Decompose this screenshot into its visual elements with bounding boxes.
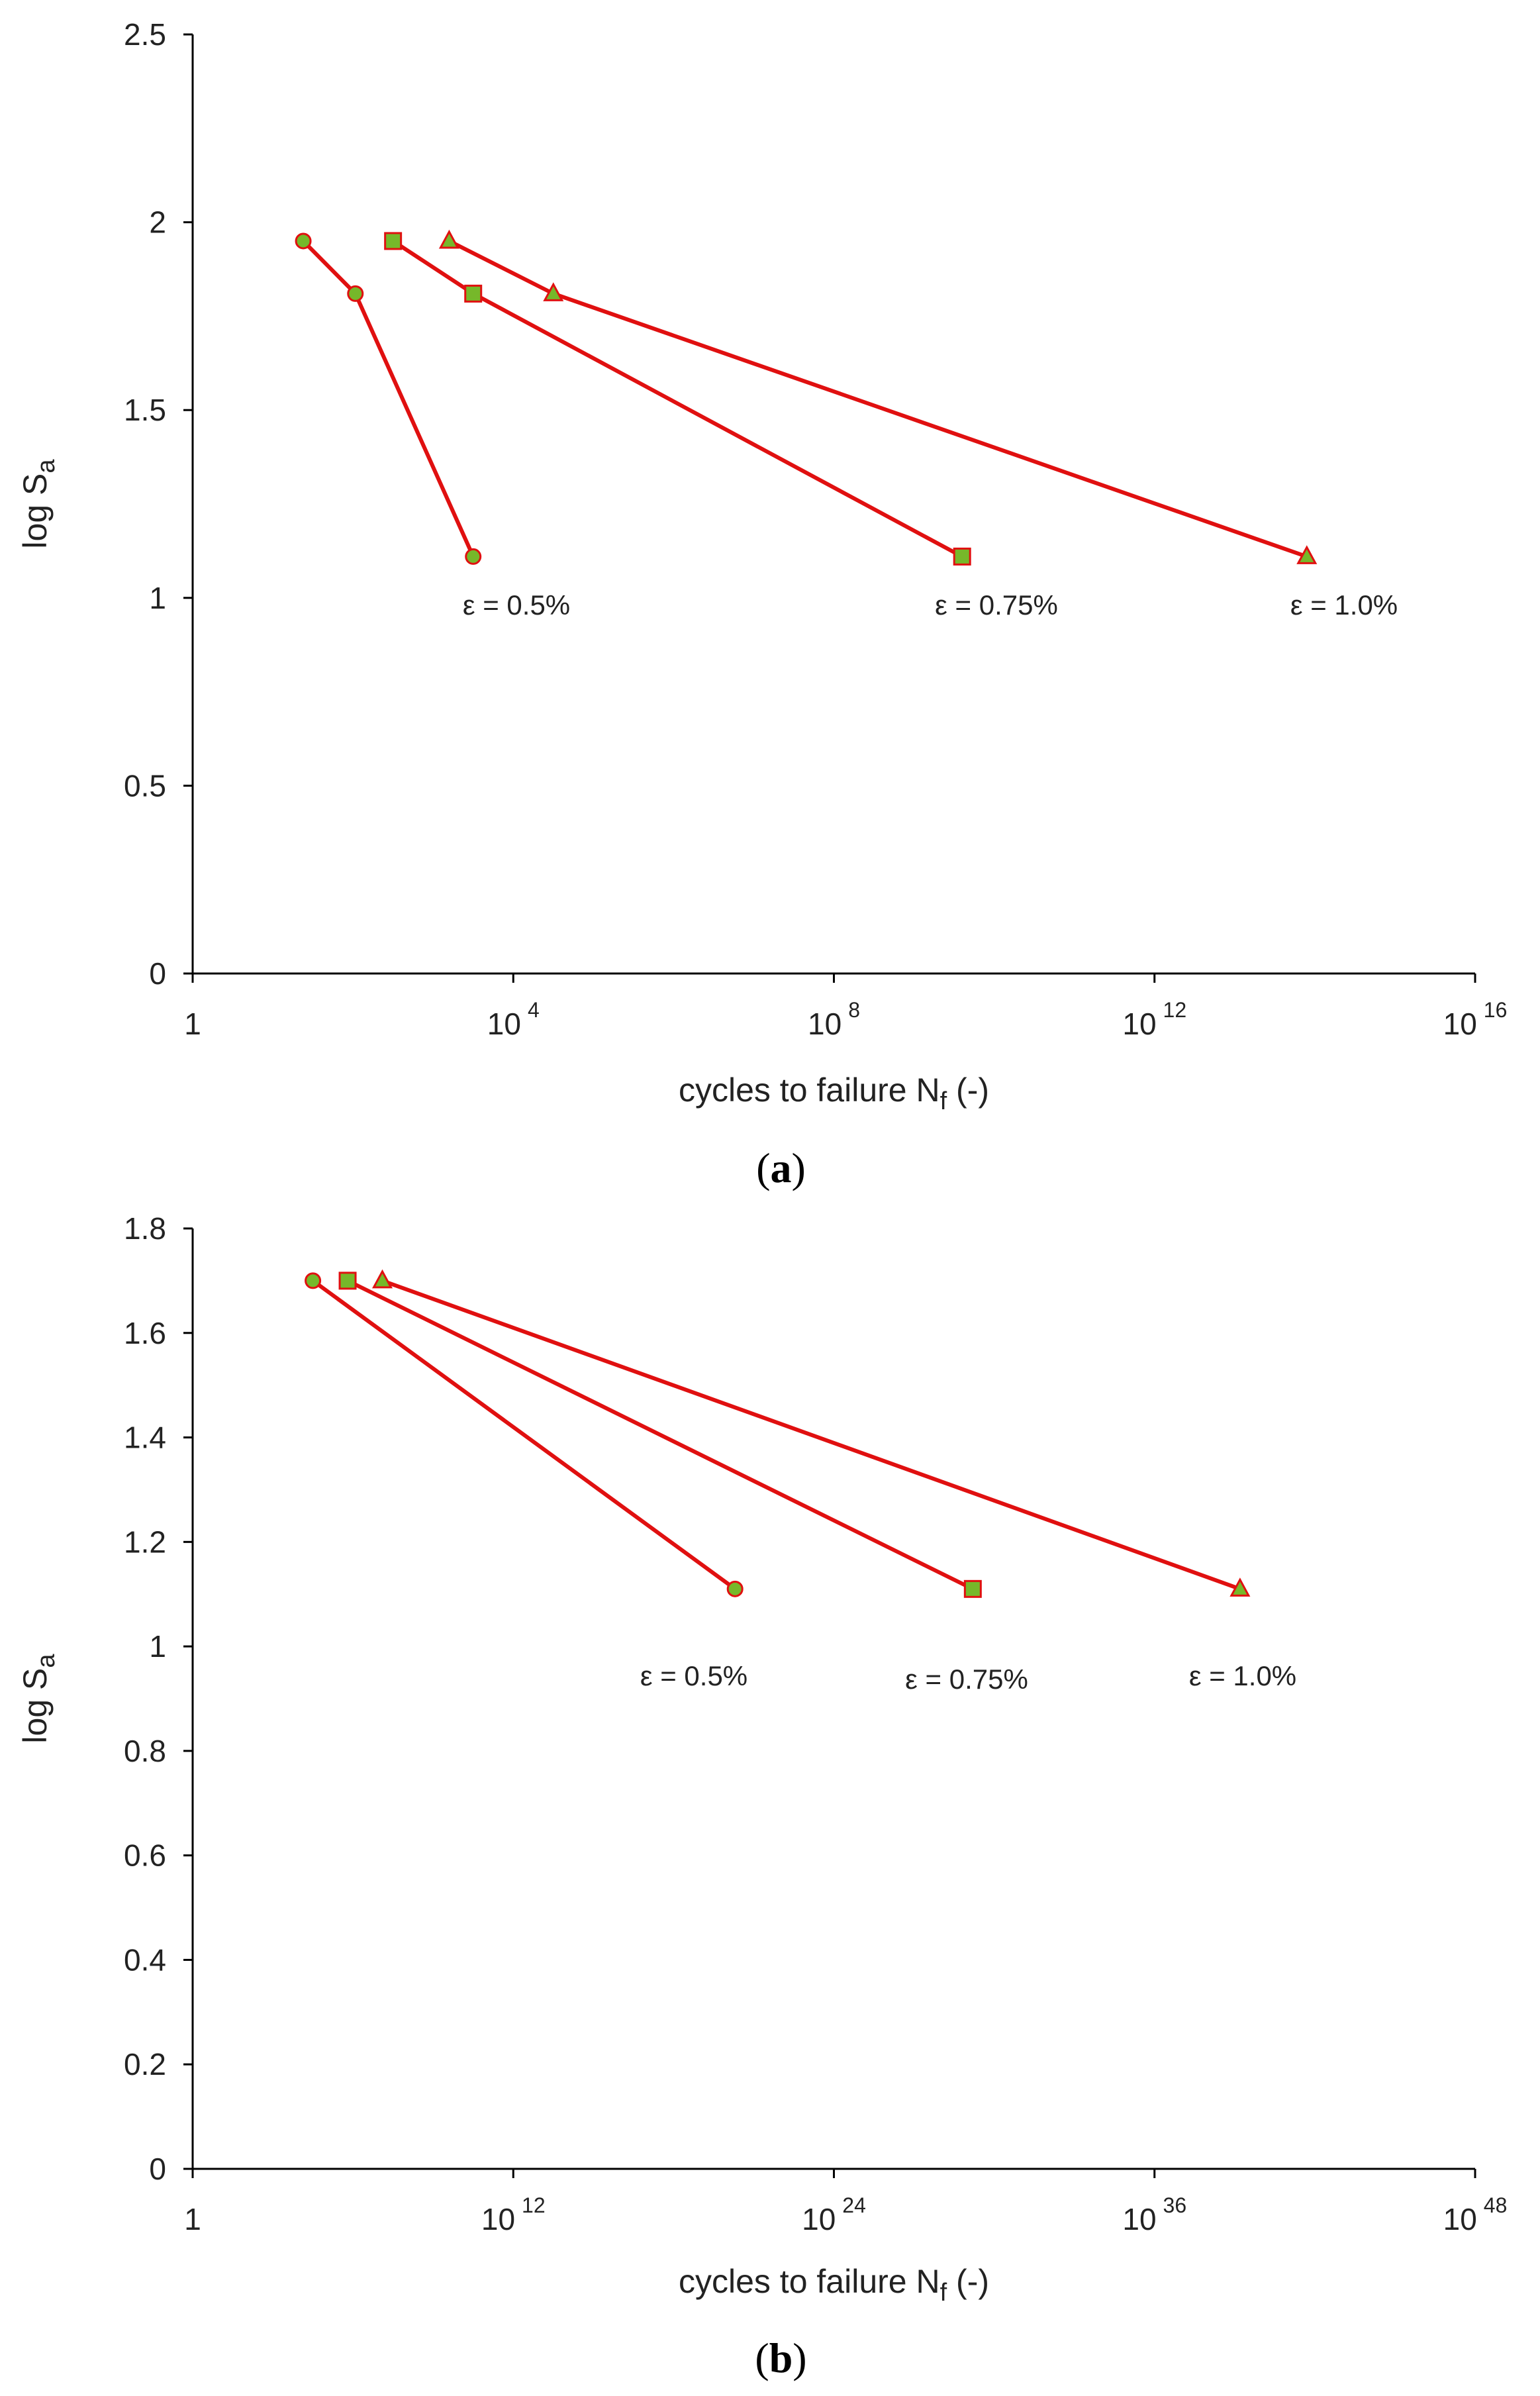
x-tick-label: 10 16 [1443, 998, 1508, 1041]
series-annotation-label: ε = 0.5% [463, 589, 570, 621]
y-tick-label: 1.4 [124, 1421, 166, 1455]
y-tick-label: 0 [149, 2152, 166, 2186]
y-tick-label: 1 [149, 581, 166, 615]
y-tick-label: 0.4 [124, 1942, 166, 1977]
x-tick-label: 10 8 [808, 998, 860, 1041]
x-tick-label: 1 [184, 1007, 201, 1041]
data-point-circle [465, 548, 482, 565]
y-tick-label: 1.8 [124, 1211, 166, 1246]
series-annotation-label: ε = 1.0% [1290, 589, 1398, 621]
data-point-triangle [1296, 545, 1318, 564]
series-annotation-label: ε = 1.0% [1189, 1660, 1296, 1691]
series-line [301, 239, 475, 558]
data-point-triangle [1229, 1577, 1251, 1597]
y-tick-label: 2.5 [124, 17, 166, 52]
panel-label: (a) [756, 1144, 806, 1191]
data-point-triangle [543, 282, 564, 301]
y-tick-label: 0 [149, 956, 166, 991]
x-axis-label: cycles to failure Nf (-) [679, 2263, 989, 2307]
y-tick-label: 0.8 [124, 1734, 166, 1768]
data-point-triangle [371, 1269, 393, 1289]
x-tick-label: 10 36 [1122, 2193, 1186, 2236]
y-tick-label: 0.2 [124, 2047, 166, 2081]
series-line [381, 1279, 1241, 1591]
y-tick-label: 2 [149, 205, 166, 240]
data-point-square [953, 547, 971, 566]
x-tick-label: 1 [184, 2202, 201, 2236]
y-tick-label: 1.5 [124, 393, 166, 427]
data-point-circle [347, 285, 364, 302]
series-line [311, 1279, 736, 1591]
series-line [346, 1279, 974, 1591]
chart-panel-b: 0 0.2 0.4 0.6 0.8 1 1.2 1.4 1.6 1.8 1 10 12 10 24 10 36 1… [17, 1211, 1507, 2381]
y-tick-label: 0.6 [124, 1838, 166, 1873]
x-tick-label: 10 4 [487, 998, 540, 1041]
y-tick-label: 1 [149, 1629, 166, 1664]
series-annotation-label: ε = 0.5% [640, 1660, 747, 1691]
data-point-square [464, 284, 483, 303]
data-point-circle [726, 1580, 744, 1597]
x-axis-label: cycles to failure Nf (-) [679, 1072, 989, 1115]
y-axis-label: log Sa [17, 459, 60, 549]
y-tick-label: 1.6 [124, 1316, 166, 1350]
chart-panel-a: 0 0.5 1 1.5 2 2.5 1 10 4 10 8 10 12 10 16 cycles to fai… [17, 17, 1507, 1191]
data-point-circle [305, 1272, 322, 1289]
data-point-square [338, 1272, 357, 1290]
data-point-triangle [438, 229, 459, 249]
data-point-square [384, 232, 403, 250]
y-axis-label: log Sa [17, 1654, 60, 1744]
x-tick-label: 10 48 [1443, 2193, 1508, 2236]
panel-label: (b) [755, 2334, 806, 2381]
x-tick-label: 10 12 [1122, 998, 1186, 1041]
x-tick-label: 10 12 [481, 2193, 546, 2236]
data-point-circle [295, 232, 312, 250]
y-tick-label: 0.5 [124, 768, 166, 803]
series-annotation-label: ε = 0.75% [935, 589, 1058, 621]
x-tick-label: 10 24 [802, 2193, 866, 2236]
y-tick-label: 1.2 [124, 1524, 166, 1559]
series-annotation-label: ε = 0.75% [905, 1664, 1028, 1695]
data-point-square [963, 1579, 982, 1598]
